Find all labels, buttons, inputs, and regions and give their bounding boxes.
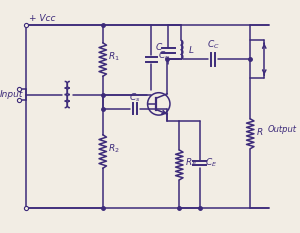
Text: $C_E$: $C_E$ <box>205 157 217 169</box>
Text: Input: Input <box>0 90 23 99</box>
Text: $L$: $L$ <box>188 44 194 55</box>
Text: Output: Output <box>268 125 297 134</box>
Text: $R_1$: $R_1$ <box>108 51 120 63</box>
Text: $C$: $C$ <box>155 41 164 51</box>
Text: $R_E$: $R_E$ <box>185 157 197 169</box>
Text: $C_C$: $C_C$ <box>206 38 219 51</box>
Text: $R_2$: $R_2$ <box>108 142 120 155</box>
Text: $R$: $R$ <box>256 127 263 137</box>
Text: $C_s$: $C_s$ <box>129 91 141 104</box>
Text: $C_n$: $C_n$ <box>158 50 170 62</box>
Text: + Vcc: + Vcc <box>29 14 56 23</box>
